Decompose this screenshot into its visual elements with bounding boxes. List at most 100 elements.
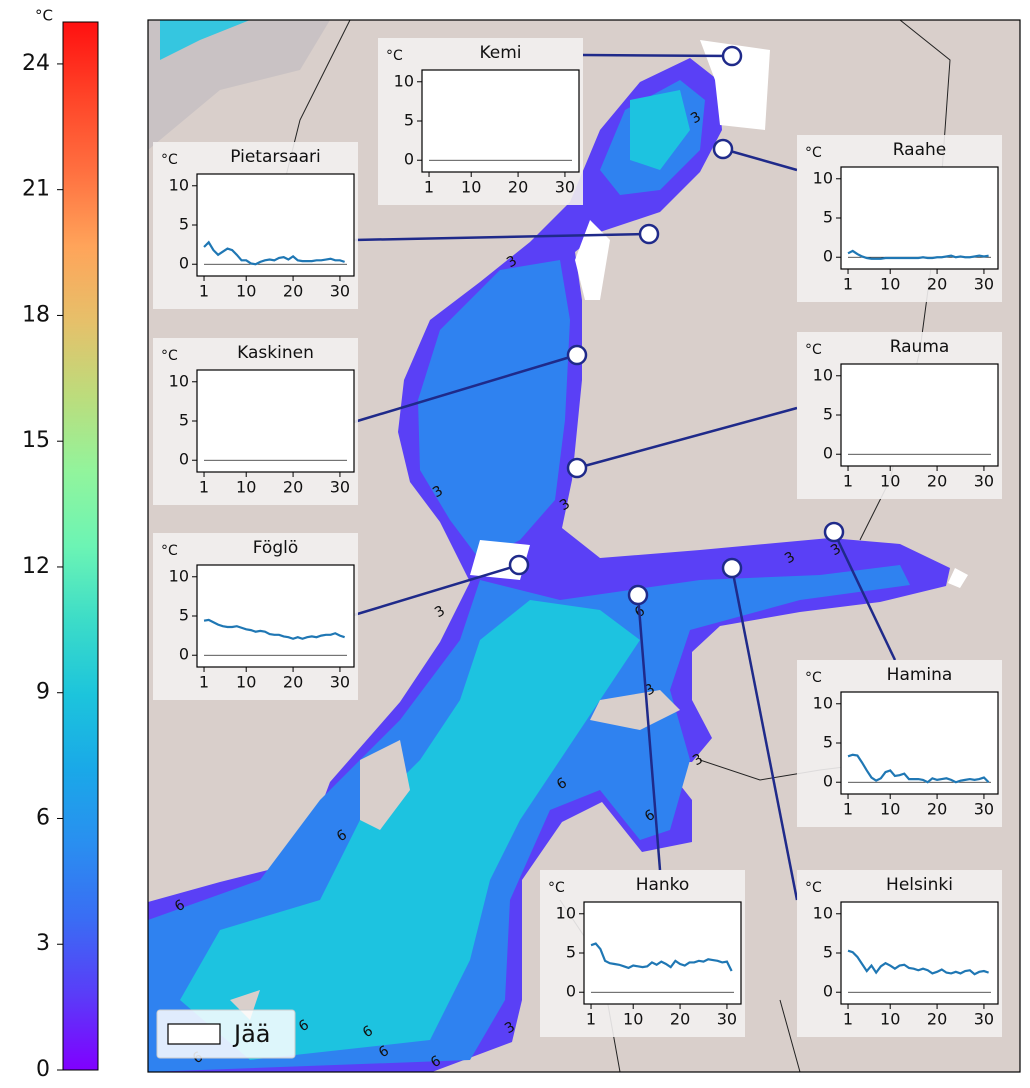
inset-axes	[196, 369, 355, 473]
station-marker	[566, 344, 588, 366]
connector	[353, 232, 650, 242]
sea-norway	[160, 20, 250, 60]
inset-ylabel: °C	[805, 145, 822, 161]
inset-chart: Raahe °C 1 10 20 30 0 5 10	[797, 135, 1002, 302]
y-tick-label: 0	[823, 247, 833, 266]
inset-ylabel: °C	[805, 880, 822, 896]
x-tick-label: 30	[330, 673, 350, 692]
data-line	[203, 618, 345, 640]
connector	[832, 531, 897, 661]
sea-mid	[148, 80, 910, 1072]
x-tick-label: 20	[927, 1010, 947, 1029]
colorbar-tick-label: 0	[36, 1057, 50, 1082]
connector	[576, 406, 798, 470]
y-tick-label: 0	[823, 772, 833, 791]
y-tick-label: 10	[169, 371, 189, 390]
inset-ylabel: °C	[805, 342, 822, 358]
y-tick-label: 0	[179, 645, 189, 664]
y-tick-label: 10	[556, 903, 576, 922]
y-tick-label: 5	[823, 733, 833, 752]
x-tick-label: 10	[236, 673, 256, 692]
colorbar-tick-label: 18	[22, 302, 50, 327]
inset-axes	[421, 69, 580, 173]
station-marker	[627, 584, 649, 606]
inset-chart: Rauma °C 1 10 20 30 0 5 10	[797, 332, 1002, 499]
inset-ylabel: °C	[161, 348, 178, 364]
legend-label: Jää	[232, 1020, 271, 1048]
inset-title: Helsinki	[886, 875, 953, 895]
station-marker	[721, 557, 743, 579]
colorbar-tick-label: 6	[36, 805, 50, 830]
colorbar-tick-label: 15	[22, 428, 50, 453]
y-tick-label: 5	[823, 943, 833, 962]
x-tick-label: 30	[974, 800, 994, 819]
x-tick-label: 10	[880, 1010, 900, 1029]
inset-chart: Hanko °C 1 10 20 30 0 5 10	[540, 870, 745, 1037]
inset-axes	[840, 166, 999, 270]
x-tick-label: 30	[555, 178, 575, 197]
colorbar-tick-label: 12	[22, 554, 50, 579]
x-tick-label: 20	[283, 673, 303, 692]
x-tick-label: 1	[199, 282, 209, 301]
x-tick-label: 20	[670, 1010, 690, 1029]
connector	[730, 567, 799, 901]
inset-chart: Kemi °C 1 10 20 30 0 5 10	[378, 38, 583, 205]
x-tick-label: 20	[508, 178, 528, 197]
x-tick-label: 20	[283, 478, 303, 497]
connector	[582, 53, 733, 58]
y-tick-label: 5	[823, 208, 833, 227]
x-tick-label: 1	[843, 800, 853, 819]
y-tick-label: 5	[179, 606, 189, 625]
map-frame	[147, 19, 1021, 1073]
x-tick-label: 20	[927, 275, 947, 294]
inset-title: Kaskinen	[237, 343, 314, 363]
station-marker	[508, 554, 530, 576]
x-tick-label: 1	[199, 673, 209, 692]
inset-title: Pietarsaari	[230, 147, 321, 167]
colorbar-unit: °C	[35, 7, 53, 25]
y-tick-label: 0	[823, 982, 833, 1001]
inset-title: Hamina	[887, 665, 953, 685]
y-tick-label: 10	[394, 71, 414, 90]
station-marker	[638, 223, 660, 245]
inset-chart: Helsinki °C 1 10 20 30 0 5 10	[797, 870, 1002, 1037]
y-tick-label: 5	[179, 411, 189, 430]
x-tick-label: 20	[927, 472, 947, 491]
x-tick-label: 10	[623, 1010, 643, 1029]
inset-title: Hanko	[636, 875, 690, 895]
station-marker	[823, 521, 845, 543]
x-tick-label: 10	[880, 275, 900, 294]
colorbar	[62, 21, 99, 1071]
x-tick-label: 1	[843, 275, 853, 294]
y-tick-label: 5	[823, 405, 833, 424]
colorbar-tick-label: 24	[22, 51, 50, 76]
map-legend: Jää	[156, 1009, 296, 1059]
data-line	[590, 942, 733, 972]
x-tick-label: 10	[461, 178, 481, 197]
x-tick-label: 1	[843, 472, 853, 491]
x-tick-label: 10	[236, 478, 256, 497]
y-tick-label: 10	[813, 168, 833, 187]
inset-title: Raahe	[893, 140, 947, 160]
inset-chart: Pietarsaari °C 1 10 20 30 0 5 10	[153, 142, 358, 309]
x-tick-label: 10	[236, 282, 256, 301]
connector	[353, 563, 520, 617]
x-tick-label: 30	[717, 1010, 737, 1029]
x-tick-label: 30	[974, 472, 994, 491]
connector	[722, 147, 798, 172]
data-line	[847, 249, 989, 260]
x-tick-label: 10	[880, 472, 900, 491]
station-marker	[566, 457, 588, 479]
colorbar-tick-label: 9	[36, 680, 50, 705]
y-tick-label: 10	[169, 566, 189, 585]
y-tick-label: 10	[813, 903, 833, 922]
mountains	[148, 20, 330, 150]
y-tick-label: 5	[179, 215, 189, 234]
inset-chart: Kaskinen °C 1 10 20 30 0 5 10	[153, 338, 358, 505]
station-marker	[721, 45, 743, 67]
x-tick-label: 20	[927, 800, 947, 819]
y-tick-label: 10	[813, 693, 833, 712]
islands	[230, 690, 680, 1020]
inset-title: Kemi	[479, 43, 521, 63]
